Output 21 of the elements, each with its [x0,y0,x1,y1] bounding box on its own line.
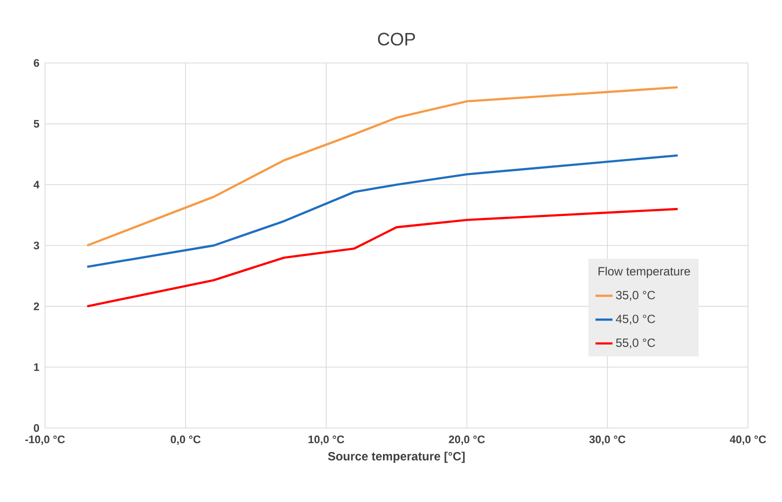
x-tick-label: 20,0 °C [448,436,485,445]
x-tick-label: 40,0 °C [730,436,766,445]
x-tick-label: 0,0 °C [170,436,201,445]
line-series [86,154,679,268]
x-tick-label: 30,0 °C [589,436,626,445]
legend-label: 45,0 °C [616,314,656,325]
x-tick-label: 10,0 °C [308,436,344,445]
line-series [86,86,679,247]
y-tick-label: 0 [34,424,40,432]
y-tick-label: 2 [34,302,40,310]
chart-title: COP [378,32,415,46]
y-tick-label: 5 [34,120,40,128]
legend-label: 35,0 °C [616,290,656,301]
y-tick-label: 1 [34,363,40,371]
y-tick-label: 6 [34,59,40,67]
y-tick-label: 4 [34,180,40,188]
x-tick-label: -10,0 °C [25,436,65,445]
y-tick-label: 3 [34,242,40,250]
x-axis-title: Source temperature [°C] [328,452,465,463]
legend-label: 55,0 °C [616,338,656,348]
legend-title: Flow temperature [598,266,690,278]
